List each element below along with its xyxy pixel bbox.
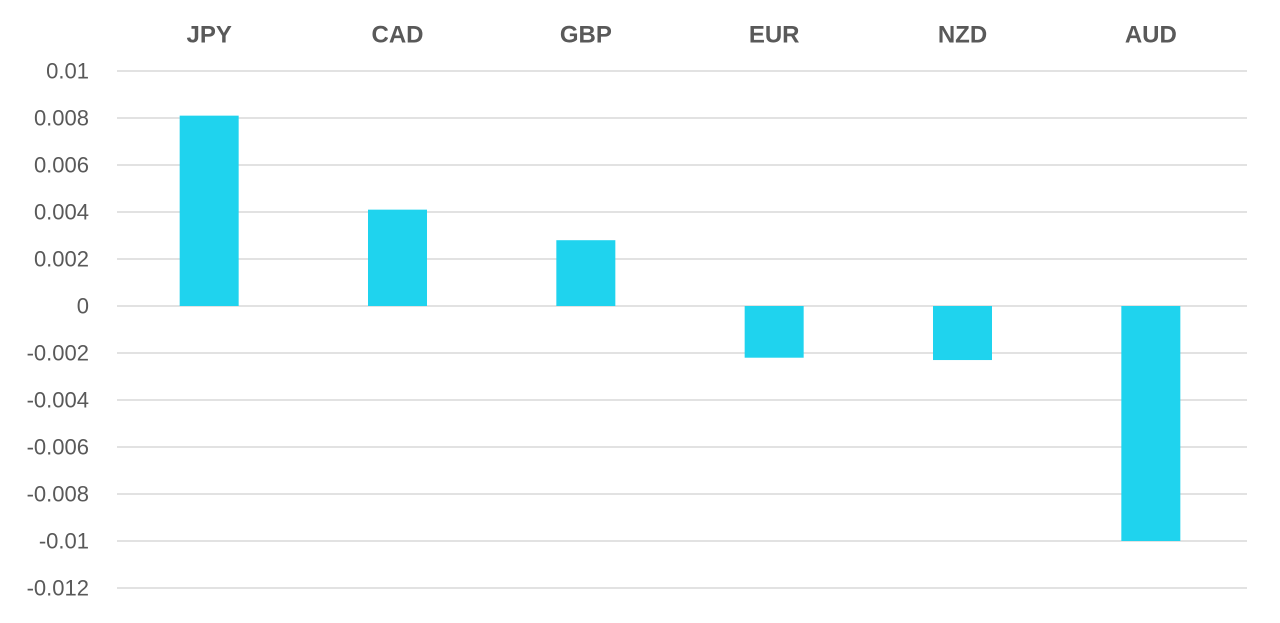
- gridlines: [117, 70, 1247, 589]
- x-axis-category-labels: JPY CAD GBP EUR NZD AUD: [186, 22, 1176, 49]
- y-tick-label: 0.008: [34, 106, 89, 131]
- x-category-label-eur: EUR: [749, 22, 800, 49]
- y-tick-label: -0.006: [27, 435, 89, 460]
- x-category-label-gbp: GBP: [560, 22, 612, 49]
- y-tick-label: 0.006: [34, 153, 89, 178]
- y-tick-label: 0: [77, 294, 89, 319]
- bar-aud: [1121, 306, 1181, 541]
- bars: [179, 115, 1181, 541]
- y-tick-label: 0.01: [46, 59, 89, 84]
- x-category-label-cad: CAD: [372, 22, 424, 49]
- x-category-label-aud: AUD: [1125, 22, 1177, 49]
- bar-gbp: [556, 240, 616, 306]
- y-tick-label: 0.002: [34, 247, 89, 272]
- bar-cad: [368, 209, 427, 306]
- y-tick-label: -0.008: [27, 482, 89, 507]
- y-tick-label: -0.01: [39, 529, 89, 554]
- y-tick-label: 0.004: [34, 200, 89, 225]
- bar-eur: [744, 306, 804, 358]
- bar-jpy: [179, 115, 239, 307]
- x-category-label-nzd: NZD: [938, 22, 987, 49]
- y-axis-tick-labels: 0.01 0.008 0.006 0.004 0.002 0 -0.002 -0.004 -0.…: [27, 59, 89, 601]
- y-tick-label: -0.002: [27, 341, 89, 366]
- y-tick-label: -0.012: [27, 576, 89, 601]
- bar-nzd: [933, 306, 992, 361]
- x-category-label-jpy: JPY: [186, 22, 231, 49]
- y-tick-label: -0.004: [27, 388, 89, 413]
